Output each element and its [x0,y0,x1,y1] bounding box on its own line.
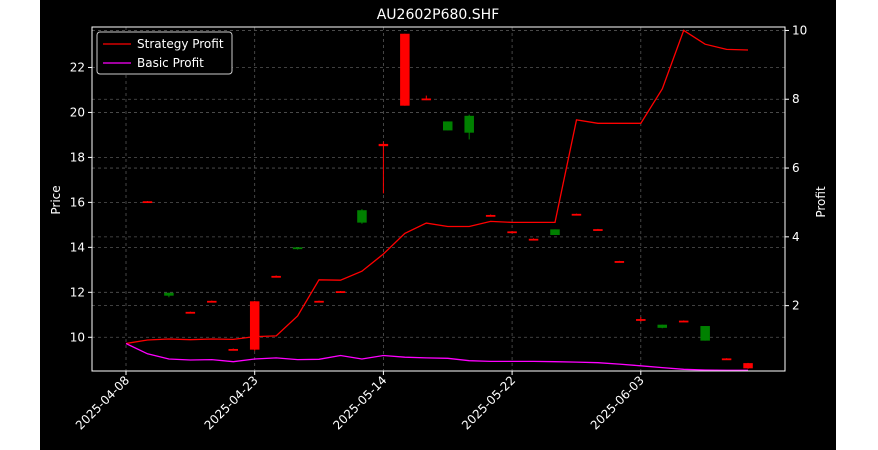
candle-body [550,229,560,235]
candle-body [185,311,196,314]
candle-body [249,301,260,350]
y-tick-label-right: 4 [792,230,800,244]
candle-body [164,292,174,296]
candle-body [636,319,646,321]
y-tick-label-right: 8 [792,92,800,106]
x-tick-label: 2025-05-22 [459,373,518,432]
chart-title: AU2602P680.SHF [377,7,500,23]
candle-body [357,210,367,223]
candle-body [207,300,217,303]
y-axis-left: 10 12 14 16 18 20 22 [70,60,92,344]
x-tick-label: 2025-05-14 [330,373,389,432]
chart-figure: AU2602P680.SHF 10 12 14 16 18 20 22 2 4 6 8 10 202… [40,0,836,450]
candle-body [485,214,496,217]
y-tick-label-left: 10 [70,330,85,344]
grid [92,27,785,371]
legend-label: Basic Profit [137,56,204,70]
y-tick-label-right: 10 [792,23,807,37]
y-tick-label-left: 14 [70,240,85,254]
plot-frame [91,26,786,372]
candle-body [228,348,238,351]
candle-body [700,326,710,341]
candle-body [335,291,346,293]
y-tick-label-left: 16 [70,195,85,209]
y-tick-label-left: 22 [70,60,85,74]
y-axis-right: 2 4 6 8 10 [785,23,807,313]
candle-body [507,231,517,234]
candle-body [271,275,281,278]
y-axis-left-label: Price [49,185,63,214]
candle-body [593,229,603,231]
candle-body [678,320,689,323]
profit-lines [125,29,749,371]
legend-label: Strategy Profit [137,37,224,51]
y-tick-label-left: 12 [70,285,85,299]
candle-body [614,261,625,263]
series-line-basic-profit [125,342,748,371]
candle-body [421,98,432,101]
series-line-strategy-profit [125,29,749,345]
candle-body [314,300,324,303]
y-tick-label-right: 2 [792,299,800,313]
y-tick-label-left: 18 [70,150,85,164]
candle-body [528,238,539,241]
y-tick-label-left: 20 [70,105,85,119]
y-tick-label-right: 6 [792,161,800,175]
legend: Strategy Profit Basic Profit [96,31,233,75]
candle-body [443,121,453,131]
candle-body [743,363,753,369]
candle-body [464,115,474,133]
x-tick-label: 2025-04-08 [73,373,132,432]
candle-body [142,201,153,204]
y-axis-right-label: Profit [814,186,828,218]
candle-body [721,358,732,361]
candlesticks [142,33,753,369]
candle-body [657,324,667,328]
candle-body [400,33,410,106]
candle-body [571,213,582,216]
x-tick-label: 2025-04-23 [202,373,261,432]
candle-body [292,247,303,250]
candle-body [378,143,389,147]
x-tick-label: 2025-06-03 [588,373,647,432]
x-axis: 2025-04-08 2025-04-23 2025-05-14 2025-05-22… [73,371,647,432]
